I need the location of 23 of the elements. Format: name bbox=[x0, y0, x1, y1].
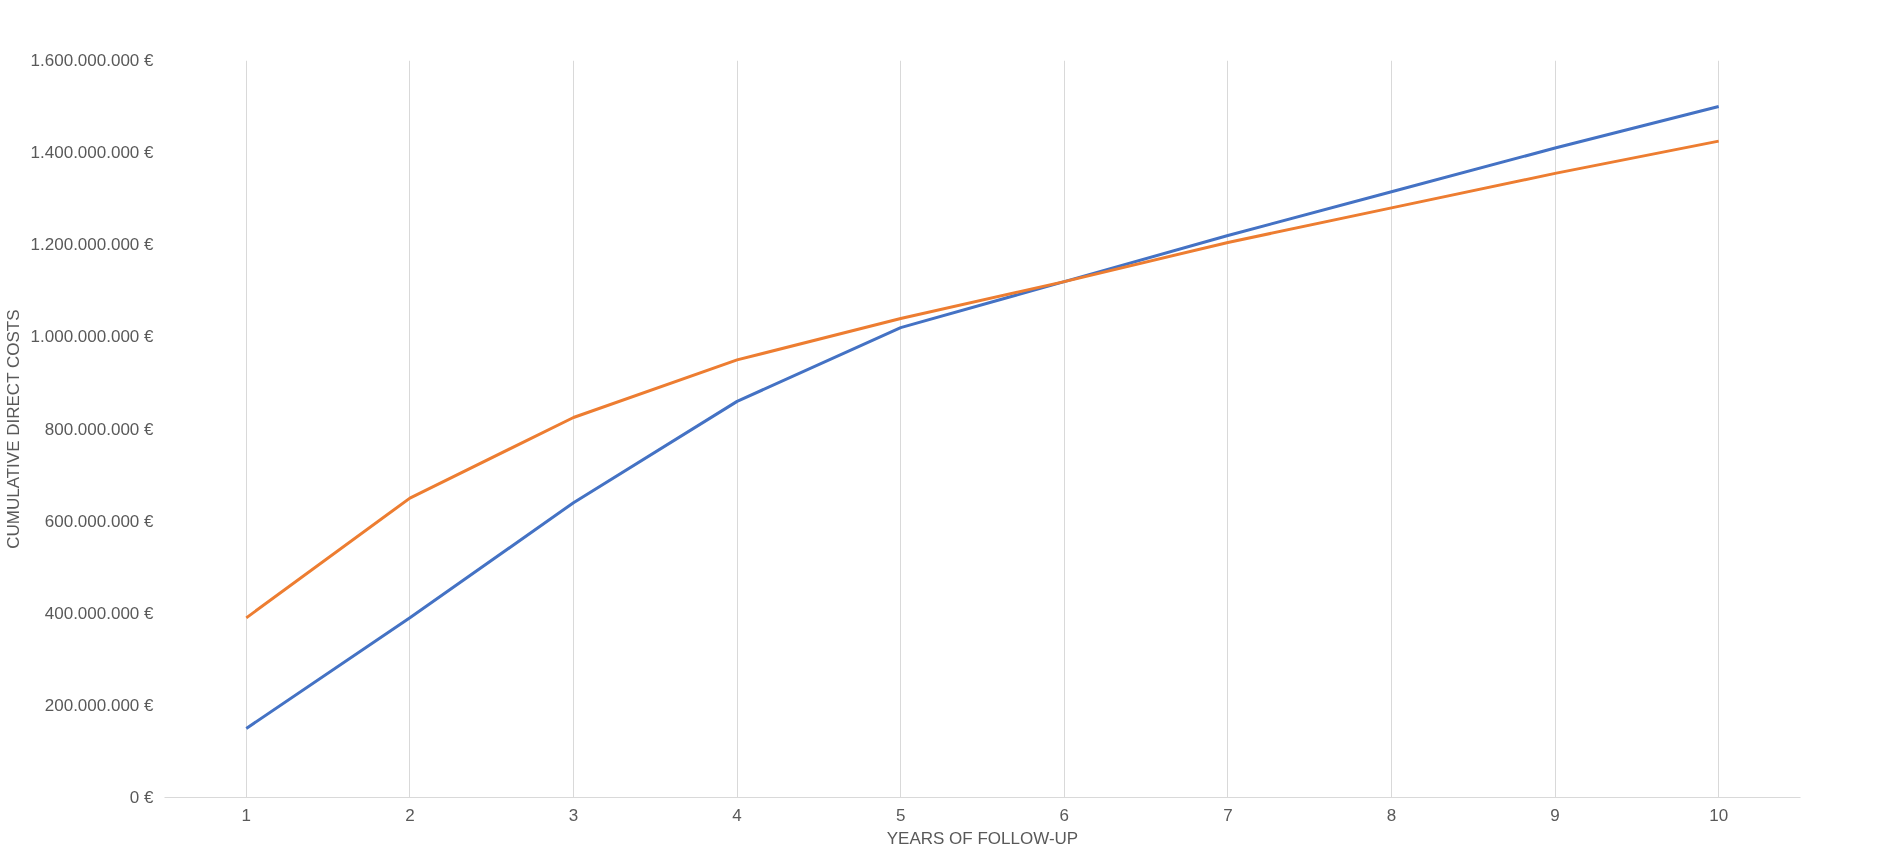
x-tick-label: 7 bbox=[1223, 805, 1233, 825]
y-tick-label: 400.000.000 € bbox=[44, 603, 155, 623]
y-tick-label: 1.400.000.000 € bbox=[30, 143, 155, 163]
y-tick-label: 1.000.000.000 € bbox=[30, 327, 155, 347]
x-axis-title: YEARS OF FOLLOW-UP bbox=[886, 828, 1079, 848]
x-tick-label: 1 bbox=[241, 805, 252, 825]
x-tick-label: 9 bbox=[1550, 805, 1560, 825]
line-series bbox=[244, 139, 1721, 620]
y-tick-label: 1.600.000.000 € bbox=[30, 51, 155, 70]
line-series bbox=[244, 105, 1721, 730]
x-tick-label: 5 bbox=[895, 805, 906, 825]
x-tick-label: 10 bbox=[1709, 805, 1729, 825]
y-axis-title: CUMULATIVE DIRECT COSTS bbox=[3, 309, 23, 549]
y-tick-label: 1.200.000.000 € bbox=[30, 235, 155, 255]
x-tick-label: 2 bbox=[405, 805, 415, 825]
y-tick-label: 600.000.000 € bbox=[44, 511, 155, 531]
x-tick-label: 3 bbox=[568, 805, 579, 825]
x-tick-label: 6 bbox=[1059, 805, 1070, 825]
y-tick-label: 0 € bbox=[129, 788, 155, 807]
x-tick-label: 4 bbox=[732, 805, 742, 825]
y-tick-label: 800.000.000 € bbox=[44, 419, 155, 439]
y-tick-label: 200.000.000 € bbox=[44, 695, 155, 715]
x-tick-label: 8 bbox=[1386, 805, 1397, 825]
